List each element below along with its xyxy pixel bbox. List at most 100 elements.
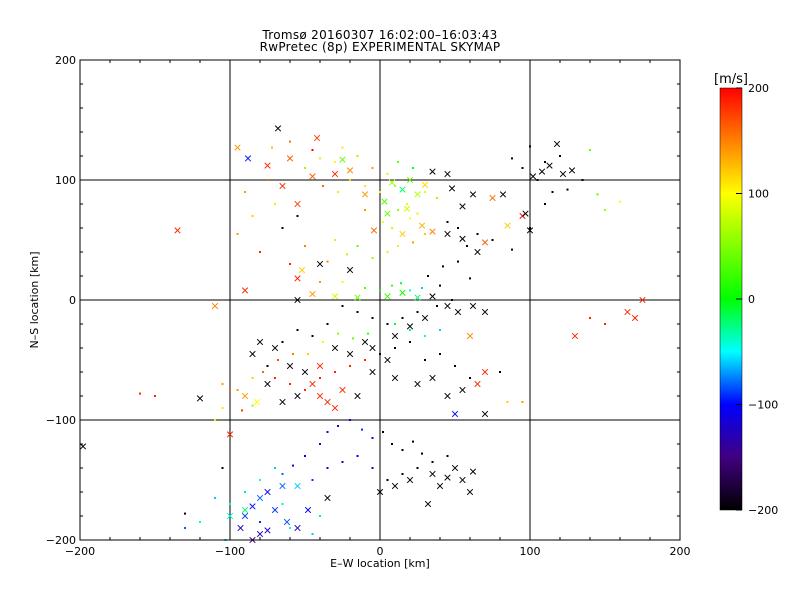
data-point-cross (466, 488, 474, 496)
data-point-dot (559, 155, 561, 157)
data-point-dot (289, 383, 291, 385)
data-point-cross (241, 512, 249, 520)
data-point-cross (429, 470, 436, 478)
data-point-cross (346, 266, 354, 274)
data-point-dot (322, 185, 324, 187)
data-point-cross (339, 156, 346, 163)
data-point-dot (184, 527, 186, 529)
data-point-dot (386, 173, 389, 175)
data-point-cross (301, 368, 309, 376)
data-point-dot (589, 149, 591, 151)
data-point-cross (331, 404, 339, 412)
data-point-dot (281, 341, 284, 343)
data-point-dot (412, 167, 414, 169)
x-axis-label: E–W location [km] (330, 557, 430, 570)
data-point-cross (279, 182, 286, 190)
data-point-dot (364, 287, 366, 289)
data-point-cross (469, 191, 477, 198)
data-point-cross (264, 527, 271, 534)
data-point-dot (431, 461, 434, 463)
data-point-cross (279, 482, 286, 490)
chart-title: Tromsø 20160307 16:02:00–16:03:43 (262, 28, 498, 42)
data-point-dot (337, 191, 339, 193)
data-point-cross (324, 398, 331, 406)
data-point-dot (382, 431, 384, 433)
data-point-cross (522, 210, 529, 217)
data-point-cross (469, 468, 477, 475)
data-point-dot (349, 419, 351, 421)
data-point-cross (331, 344, 339, 352)
data-point-cross (474, 380, 481, 388)
data-point-cross (316, 392, 324, 400)
data-point-cross (384, 356, 391, 364)
data-point-dot (397, 161, 399, 163)
data-point-dot (371, 317, 374, 319)
data-point-dot (379, 353, 381, 355)
data-point-cross (313, 134, 321, 142)
data-point-cross (249, 350, 256, 358)
data-point-dot (221, 467, 224, 469)
data-points (79, 125, 646, 544)
data-point-cross (444, 170, 451, 178)
data-point-dot (391, 284, 393, 287)
data-point-dot (319, 281, 321, 283)
data-point-dot (457, 227, 459, 229)
data-point-dot (511, 157, 513, 160)
data-point-cross (256, 494, 264, 502)
data-point-dot (416, 311, 419, 313)
data-point-dot (544, 203, 546, 205)
data-point-dot (604, 209, 606, 211)
data-point-cross (459, 203, 466, 210)
data-point-dot (604, 323, 606, 325)
data-point-dot (322, 341, 324, 343)
data-point-cross (370, 227, 378, 234)
data-point-cross (294, 392, 301, 400)
data-point-dot (544, 161, 546, 163)
data-point-cross (256, 338, 264, 346)
data-point-cross (226, 431, 234, 438)
data-point-dot (521, 401, 524, 403)
data-point-cross (286, 155, 294, 162)
data-point-dot (511, 248, 513, 251)
data-point-dot (199, 521, 201, 523)
data-point-cross (459, 235, 466, 242)
data-point-cross (399, 186, 406, 193)
data-point-dot (566, 188, 569, 191)
data-point-cross (481, 239, 489, 246)
data-point-cross (388, 179, 396, 186)
data-point-dot (311, 533, 314, 535)
data-point-dot (259, 479, 261, 481)
data-point-cross (414, 380, 421, 388)
data-point-dot (386, 323, 389, 325)
data-point-dot (352, 337, 354, 340)
data-point-cross (196, 395, 204, 402)
data-point-dot (371, 437, 374, 439)
data-point-cross (241, 287, 249, 294)
data-point-cross (253, 398, 261, 406)
data-point-dot (391, 443, 393, 445)
data-point-dot (334, 371, 336, 373)
data-point-cross (421, 181, 429, 188)
data-point-cross (559, 170, 567, 178)
data-point-cross (369, 368, 376, 376)
data-point-dot (469, 277, 471, 280)
data-point-dot (236, 233, 239, 235)
data-point-dot (361, 428, 363, 431)
data-point-dot (451, 299, 453, 301)
data-point-cross (391, 374, 399, 382)
data-point-cross (294, 296, 301, 304)
data-point-dot (311, 335, 314, 337)
data-point-cross (526, 227, 534, 234)
data-point-cross (466, 332, 474, 340)
data-point-dot (259, 251, 261, 253)
data-point-dot (364, 209, 366, 211)
data-point-cross (346, 167, 354, 174)
y-tick-label: 200 (55, 54, 76, 67)
data-point-dot (596, 193, 599, 196)
data-point-cross (346, 350, 354, 358)
colorbar-label: [m/s] (714, 72, 748, 87)
data-point-cross (459, 476, 466, 484)
data-point-dot (367, 332, 369, 335)
data-point-cross (283, 518, 291, 526)
data-point-cross (568, 167, 576, 174)
